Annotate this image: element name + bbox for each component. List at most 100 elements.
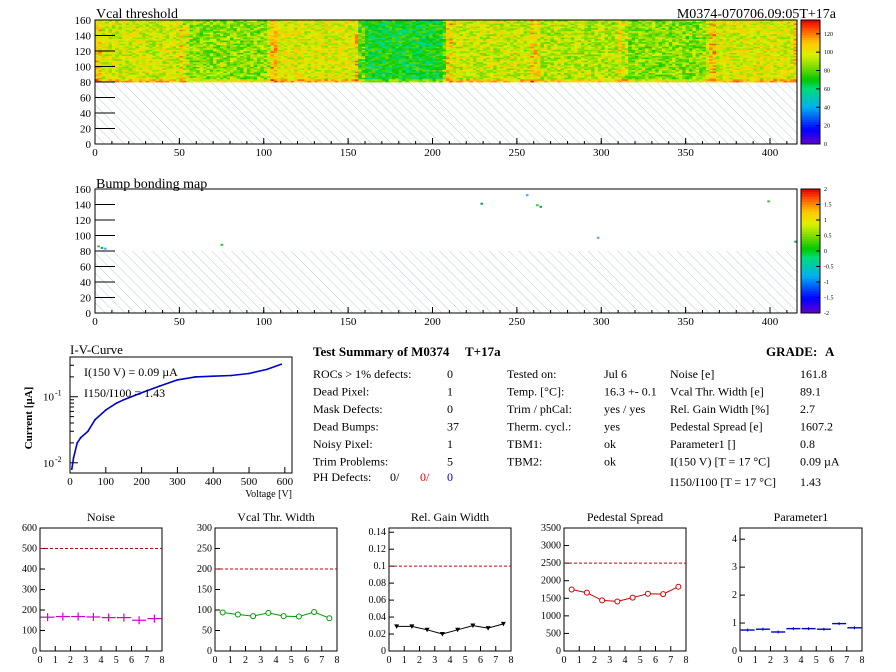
map-cell xyxy=(489,32,494,35)
map-cell xyxy=(287,54,292,57)
map-cell xyxy=(246,69,251,72)
map-cell xyxy=(219,46,224,49)
map-cell xyxy=(122,23,126,26)
map-cell xyxy=(263,77,268,80)
map-cell xyxy=(469,46,474,49)
map-cell xyxy=(182,77,187,80)
map-cell xyxy=(486,71,491,74)
map-cell xyxy=(324,47,329,50)
map-cell xyxy=(300,80,305,83)
map-cell xyxy=(169,33,174,36)
map-cell xyxy=(297,54,302,57)
map-cell xyxy=(297,60,302,63)
map-cell xyxy=(257,78,261,81)
map-cell xyxy=(338,71,342,74)
map-cell xyxy=(459,77,464,80)
map-cell xyxy=(476,27,481,30)
map-cell xyxy=(115,23,120,26)
map-cell xyxy=(446,54,450,57)
map-cell xyxy=(381,47,386,50)
map-cell xyxy=(172,47,177,50)
map-cell xyxy=(473,23,477,26)
map-cell xyxy=(233,72,238,75)
map-cell xyxy=(95,44,99,47)
map-cell xyxy=(503,47,508,50)
map-cell xyxy=(138,75,143,78)
map-cell xyxy=(246,80,251,83)
map-cell xyxy=(111,52,116,55)
map-cell xyxy=(257,55,261,58)
map-cell xyxy=(213,69,217,72)
map-cell xyxy=(412,72,417,75)
map-cell xyxy=(206,60,211,63)
map-cell xyxy=(381,37,386,39)
map-cell xyxy=(446,46,450,49)
map-cell xyxy=(311,66,315,69)
map-cell xyxy=(449,27,454,30)
map-cell xyxy=(186,40,190,43)
map-cell xyxy=(179,32,184,35)
map-cell xyxy=(284,24,288,27)
map-cell xyxy=(375,32,379,35)
map-cell xyxy=(324,66,329,69)
map-cell xyxy=(334,44,339,47)
map-cell xyxy=(179,72,184,75)
map-cell xyxy=(375,66,379,69)
map-cell xyxy=(385,61,390,64)
map-cell xyxy=(230,66,234,69)
map-cell xyxy=(395,52,400,55)
map-cell xyxy=(446,33,450,36)
map-cell xyxy=(226,43,231,46)
map-cell xyxy=(341,30,346,33)
map-cell xyxy=(405,51,410,53)
map-cell xyxy=(429,57,433,60)
map-cell xyxy=(101,58,106,61)
map-cell xyxy=(476,72,481,75)
map-cell xyxy=(98,40,103,43)
map-cell xyxy=(219,64,224,67)
map-cell xyxy=(284,64,288,67)
map-cell xyxy=(402,61,406,64)
map-cell xyxy=(344,33,349,36)
map-cell xyxy=(95,43,99,46)
map-cell xyxy=(162,33,167,36)
map-cell xyxy=(128,44,133,47)
map-cell xyxy=(142,46,147,49)
map-cell xyxy=(243,77,248,80)
map-cell xyxy=(331,60,336,63)
map-cell xyxy=(341,35,346,38)
map-cell xyxy=(375,69,379,72)
map-cell xyxy=(182,37,187,39)
map-cell xyxy=(250,37,255,39)
map-cell xyxy=(230,64,234,67)
map-cell xyxy=(405,78,410,81)
map-cell xyxy=(462,60,467,63)
map-cell xyxy=(321,80,325,83)
map-cell xyxy=(446,24,450,27)
map-cell xyxy=(243,21,248,24)
map-cell xyxy=(361,54,366,57)
map-cell xyxy=(483,72,487,75)
map-cell xyxy=(341,43,346,46)
map-cell xyxy=(216,38,221,41)
map-cell xyxy=(115,58,120,61)
map-cell xyxy=(351,38,356,41)
map-cell xyxy=(189,58,194,61)
map-cell xyxy=(506,43,511,46)
map-cell xyxy=(493,41,498,44)
map-cell xyxy=(253,52,258,55)
map-cell xyxy=(365,27,369,30)
map-cell xyxy=(486,63,491,66)
map-cell xyxy=(294,60,298,63)
map-cell xyxy=(203,46,207,49)
map-cell xyxy=(199,80,204,83)
map-cell xyxy=(105,47,109,50)
map-cell xyxy=(503,78,508,81)
map-cell xyxy=(466,47,471,50)
map-cell xyxy=(435,21,440,24)
map-cell xyxy=(496,68,501,70)
map-cell xyxy=(230,26,234,29)
map-cell xyxy=(186,20,190,22)
map-cell xyxy=(500,24,504,27)
map-cell xyxy=(203,49,207,52)
